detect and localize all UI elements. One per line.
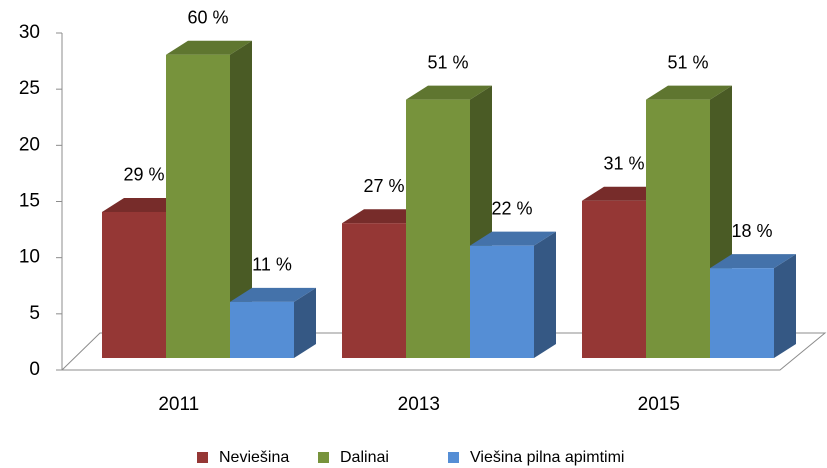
bar-face — [710, 254, 796, 269]
bar-face — [294, 287, 316, 358]
bar-face — [470, 245, 534, 358]
bar — [166, 40, 252, 358]
legend-swatch — [448, 452, 459, 463]
bar — [230, 287, 316, 358]
bar-face — [470, 231, 556, 246]
bar-face — [646, 99, 710, 358]
bar-face — [230, 287, 316, 302]
value-label: 60 % — [187, 7, 228, 27]
y-tick-label: 0 — [29, 359, 40, 380]
value-label: 11 % — [252, 255, 292, 275]
bar-face — [342, 223, 406, 358]
value-label: 22 % — [491, 198, 532, 218]
legend-swatch — [318, 452, 329, 463]
value-label: 31 % — [603, 153, 644, 173]
x-tick-label: 2013 — [398, 394, 440, 415]
y-tick-label: 10 — [19, 247, 40, 268]
bar-face — [646, 85, 732, 100]
x-tick-label: 2011 — [158, 394, 199, 415]
y-tick-label: 30 — [19, 22, 40, 43]
x-tick-label: 2015 — [638, 394, 680, 415]
bar-face — [230, 301, 294, 358]
y-tick-label: 20 — [19, 134, 40, 155]
y-tick-label: 5 — [29, 303, 40, 324]
legend-label: Neviešina — [219, 449, 289, 466]
y-tick-label: 15 — [19, 191, 40, 212]
bar-face — [406, 85, 492, 100]
legend-label: Viešina pilna apimtimi — [470, 449, 624, 466]
y-tick-label: 25 — [19, 78, 40, 99]
bar-face — [774, 254, 796, 358]
bar-face — [406, 99, 470, 358]
bar-face — [582, 200, 646, 358]
bar-face — [102, 211, 166, 358]
legend-swatch — [197, 452, 208, 463]
bar-face — [166, 54, 230, 358]
value-label: 29 % — [123, 165, 164, 185]
bar — [646, 85, 732, 358]
bar-face — [710, 268, 774, 358]
bar-face — [534, 231, 556, 358]
legend-label: Dalinai — [340, 449, 389, 466]
value-label: 18 % — [731, 221, 772, 241]
value-label: 51 % — [427, 52, 468, 72]
bar — [470, 231, 556, 358]
bar — [710, 254, 796, 358]
value-label: 51 % — [667, 52, 708, 72]
bar-face — [230, 40, 252, 358]
value-label: 27 % — [363, 176, 404, 196]
bar-face — [166, 40, 252, 55]
